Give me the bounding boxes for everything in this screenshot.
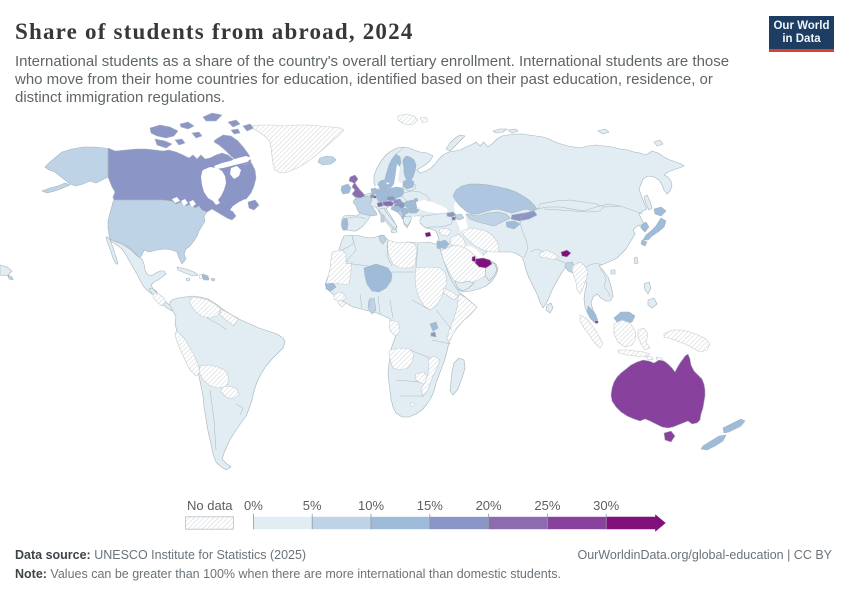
svg-text:20%: 20%: [476, 498, 502, 513]
svg-text:No data: No data: [187, 498, 233, 513]
svg-text:5%: 5%: [303, 498, 322, 513]
svg-text:15%: 15%: [417, 498, 443, 513]
svg-text:0%: 0%: [244, 498, 263, 513]
svg-text:30%: 30%: [593, 498, 619, 513]
svg-text:25%: 25%: [534, 498, 560, 513]
svg-text:10%: 10%: [358, 498, 384, 513]
